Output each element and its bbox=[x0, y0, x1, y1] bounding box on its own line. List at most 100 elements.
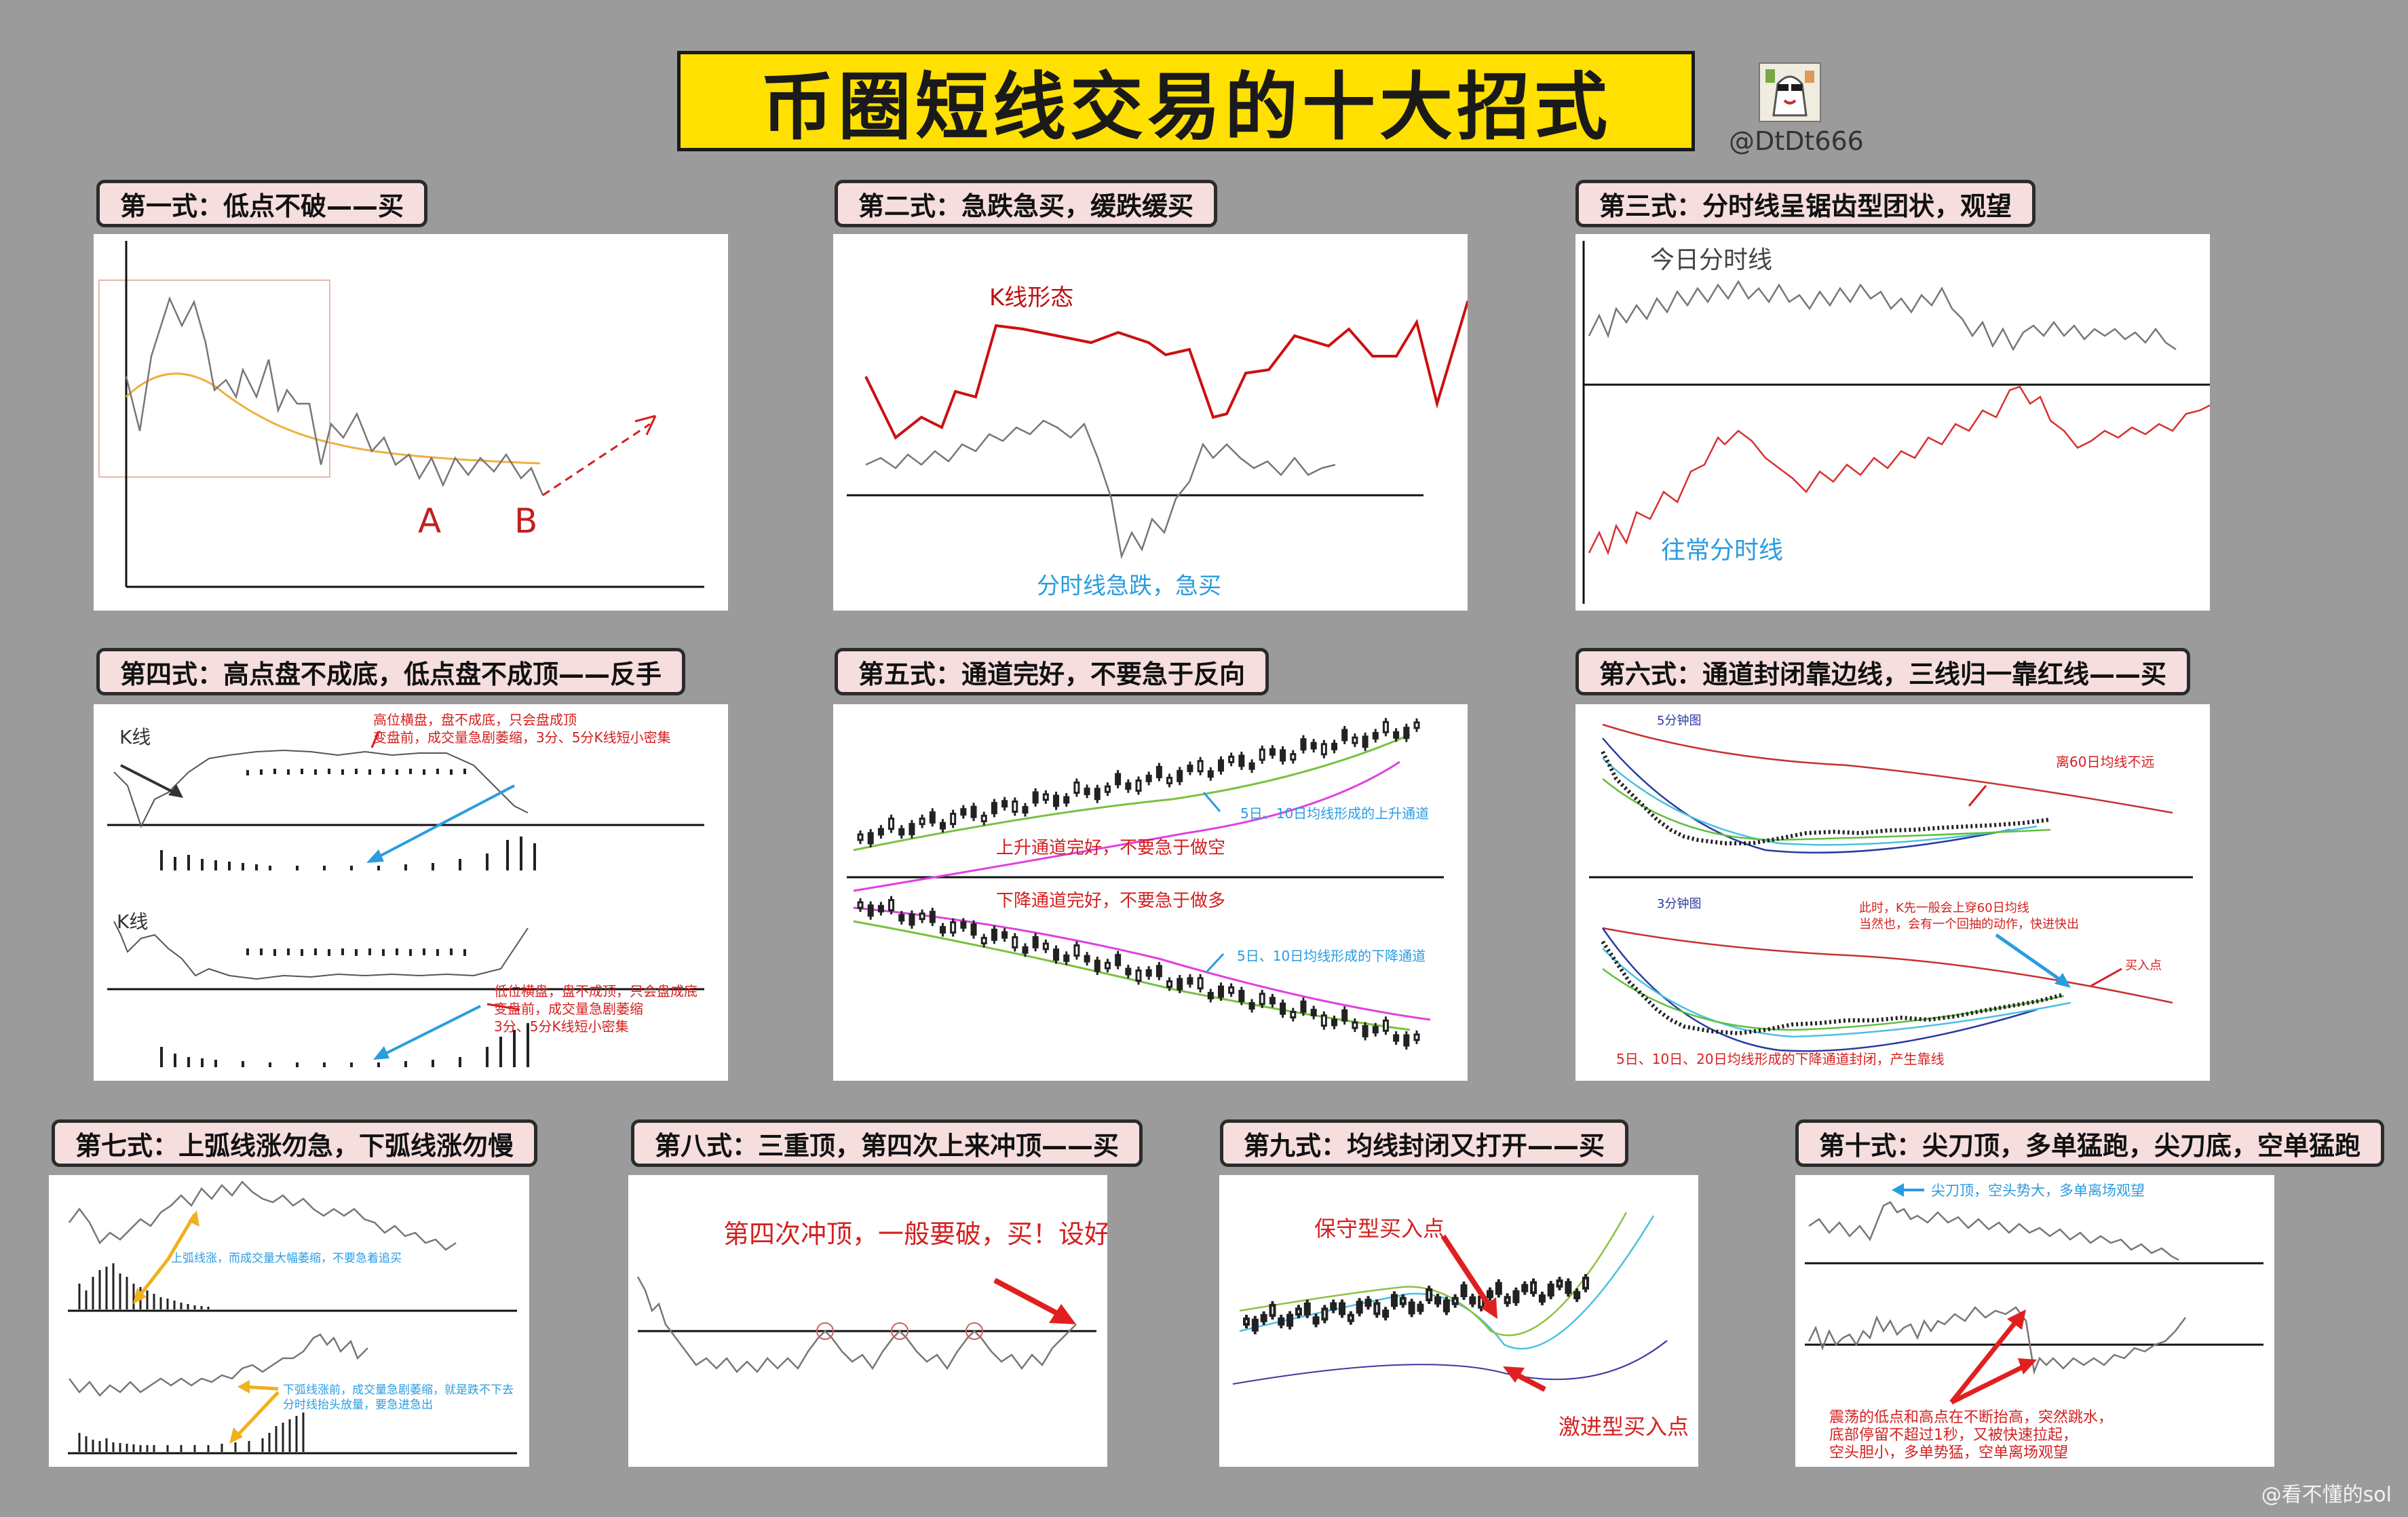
section-9-label: 第九式：均线封闭又打开——买 bbox=[1220, 1119, 1629, 1167]
note-fourth-attempt: 第四次冲顶，一般要破，买！设好止损 bbox=[723, 1219, 1107, 1249]
candle-body bbox=[1347, 1313, 1354, 1322]
candle-body bbox=[1393, 731, 1400, 739]
candle-body bbox=[898, 914, 905, 922]
candle-body bbox=[1565, 1281, 1572, 1294]
candle-body bbox=[1207, 992, 1214, 1000]
panel-1-diagram: A B bbox=[94, 234, 728, 611]
candle-body bbox=[1573, 1291, 1581, 1300]
candle-body bbox=[1382, 721, 1389, 733]
candle-body bbox=[1248, 1002, 1255, 1010]
candle-body bbox=[1495, 1282, 1502, 1295]
candle-body bbox=[960, 808, 967, 816]
candle-body bbox=[1403, 727, 1410, 740]
candle-body bbox=[1217, 759, 1224, 772]
candle-body bbox=[867, 904, 874, 917]
candle-body bbox=[1259, 993, 1265, 1005]
candle-body bbox=[909, 913, 915, 926]
label-a: A bbox=[418, 501, 441, 541]
candle-body bbox=[1547, 1284, 1554, 1297]
candle-body bbox=[1269, 997, 1276, 1005]
note-usual-line: 往常分时线 bbox=[1661, 537, 1783, 564]
candle-body bbox=[1331, 1018, 1338, 1026]
candle-body bbox=[898, 828, 905, 836]
note-knife-bottom-1: 震荡的低点和高点在不断抬高，突然跳水， bbox=[1829, 1409, 2113, 1426]
candle-body bbox=[1197, 977, 1204, 990]
candle-body bbox=[1364, 1299, 1372, 1307]
panel-2-diagram: K线形态 分时线急跌，急买 bbox=[833, 234, 1468, 611]
note-low-consolidation: 低位横盘，盘不成顶，只会盘成底 bbox=[494, 983, 697, 999]
note-kline-bottom: K线 bbox=[117, 910, 148, 933]
candle-body bbox=[1382, 1309, 1390, 1318]
candle-body bbox=[1341, 1009, 1348, 1022]
note-sharp-drop-buy: 分时线急跌，急买 bbox=[1037, 573, 1221, 600]
candle-body bbox=[1300, 738, 1307, 751]
panel-7-diagram: 上弧线涨，而成交量大幅萎缩，不要急着追买 下弧线涨前，成交量急剧萎缩，就是跌不下… bbox=[49, 1175, 529, 1467]
panel-8-diagram: 第四次冲顶，一般要破，买！设好止损 bbox=[628, 1175, 1107, 1467]
main-title: 币圈短线交易的十大招式 bbox=[677, 51, 1695, 151]
panel-9-diagram: 保守型买入点 激进型买入点 bbox=[1219, 1175, 1698, 1467]
candle-body bbox=[1125, 782, 1132, 790]
candle-body bbox=[939, 926, 946, 934]
candle-body bbox=[1362, 735, 1369, 748]
candle-body bbox=[991, 928, 997, 941]
note-kline-top: K线 bbox=[119, 726, 151, 748]
candle-body bbox=[1280, 1002, 1286, 1015]
candle-body bbox=[1339, 1302, 1346, 1316]
candle-body bbox=[1053, 948, 1060, 961]
candle-body bbox=[1278, 1317, 1285, 1326]
candle-body bbox=[1104, 961, 1111, 969]
note-knife-bottom-2: 底部停留不超过1秒，又被快速拉起， bbox=[1829, 1427, 2078, 1444]
candle-body bbox=[1269, 1303, 1276, 1317]
candle-body bbox=[1413, 1033, 1420, 1041]
note-aggressive-buy: 激进型买入点 bbox=[1559, 1414, 1689, 1440]
candle-body bbox=[1269, 748, 1276, 756]
candle-body bbox=[1372, 731, 1379, 740]
candle-body bbox=[1331, 742, 1338, 750]
candle-body bbox=[1504, 1296, 1511, 1305]
candle-body bbox=[970, 805, 977, 818]
candle-body bbox=[1352, 1021, 1358, 1029]
candle-body bbox=[1084, 955, 1090, 963]
candle-body bbox=[888, 899, 895, 912]
candle-body bbox=[1362, 1024, 1369, 1037]
note-down-channel: 5日、10日均线形成的下降通道 bbox=[1237, 948, 1426, 964]
candle-body bbox=[1001, 931, 1008, 939]
candle-body bbox=[1248, 762, 1255, 770]
candle-body bbox=[929, 811, 936, 824]
candle-body bbox=[1166, 776, 1173, 784]
candle-body bbox=[1197, 760, 1204, 773]
candle-body bbox=[1320, 743, 1327, 756]
note-high-volume-shrink: 变盘前，成交量急剧萎缩，3分、5分K线短小密集 bbox=[373, 729, 671, 746]
candle-body bbox=[1399, 1297, 1407, 1305]
candle-body bbox=[1177, 769, 1183, 782]
candle-body bbox=[1001, 800, 1008, 808]
candle-body bbox=[1321, 1307, 1329, 1321]
candle-body bbox=[857, 901, 864, 909]
candle-body bbox=[1187, 977, 1193, 985]
candle-body bbox=[877, 904, 884, 913]
candle-body bbox=[1094, 788, 1101, 801]
candle-body bbox=[1408, 1301, 1415, 1315]
candle-body bbox=[1320, 1014, 1327, 1027]
candle-body bbox=[1382, 1019, 1389, 1032]
candle-body bbox=[929, 910, 936, 923]
candle-body bbox=[1403, 1034, 1410, 1047]
candle-body bbox=[1228, 755, 1235, 763]
candle-body bbox=[1286, 1313, 1294, 1327]
candle-body bbox=[1135, 780, 1142, 792]
author-handle: @DtDt666 bbox=[1729, 126, 1864, 156]
candle-body bbox=[1155, 965, 1162, 978]
candle-body bbox=[1312, 1316, 1320, 1325]
note-near-60ma: 离60日均线不远 bbox=[2056, 754, 2154, 770]
note-kline-shape: K线形态 bbox=[989, 284, 1073, 311]
note-conservative-buy: 保守型买入点 bbox=[1314, 1216, 1445, 1242]
candle-body bbox=[1330, 1302, 1337, 1311]
candle-body bbox=[1187, 764, 1193, 772]
candle-body bbox=[1290, 753, 1297, 761]
candle-body bbox=[857, 833, 864, 841]
section-8-label: 第八式：三重顶，第四次上来冲顶——买 bbox=[631, 1119, 1143, 1167]
note-low-volume-shrink: 变盘前，成交量急剧萎缩 bbox=[494, 1001, 643, 1017]
candle-body bbox=[939, 822, 946, 830]
candle-body bbox=[1303, 1302, 1311, 1316]
candle-body bbox=[1177, 978, 1183, 991]
